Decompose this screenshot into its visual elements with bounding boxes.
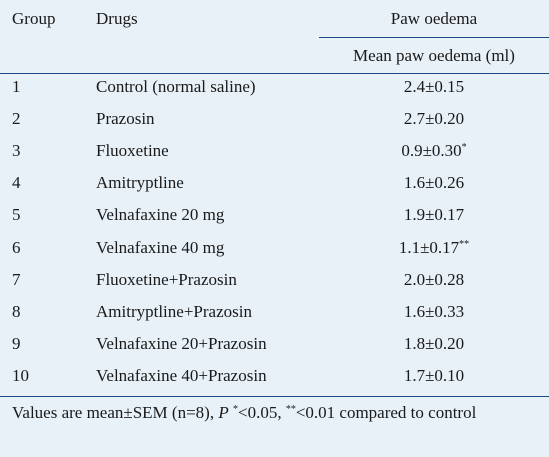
cell-mean-value: 2.0±0.28 <box>319 270 549 290</box>
cell-drug: Velnafaxine 40 mg <box>96 238 225 257</box>
cell-group: 7 <box>12 270 21 289</box>
cell-value-text: 1.9±0.17 <box>403 205 465 224</box>
cell-mean-value: 1.7±0.10 <box>319 366 549 386</box>
cell-drug: Velnafaxine 40+Prazosin <box>96 366 267 385</box>
cell-group: 10 <box>12 366 29 385</box>
cell-value-text: 2.7±0.20 <box>403 109 465 128</box>
cell-value-text: 1.7±0.10 <box>403 366 465 385</box>
cell-mean-value: 1.6±0.33 <box>319 302 549 322</box>
cell-value-text: 2.0±0.28 <box>403 270 465 289</box>
cell-mean-value: 1.1±0.17** <box>319 238 549 258</box>
footnote-text-2: <0.05, <box>237 403 286 422</box>
cell-group: 1 <box>12 77 21 96</box>
cell-group: 8 <box>12 302 21 321</box>
cell-mean-value: 0.9±0.30* <box>319 141 549 161</box>
footnote-p-label: P <box>218 403 229 422</box>
cell-significance-mark: ** <box>459 239 470 250</box>
cell-drug: Velnafaxine 20 mg <box>96 205 225 224</box>
cell-drug: Amitryptline <box>96 173 184 192</box>
cell-group: 3 <box>12 141 21 160</box>
cell-drug: Fluoxetine <box>96 141 169 160</box>
cell-value-text: 1.8±0.20 <box>403 334 465 353</box>
cell-mean-value: 1.6±0.26 <box>319 173 549 193</box>
cell-value-text: 0.9±0.30 <box>401 141 462 160</box>
cell-significance-mark: * <box>461 142 467 153</box>
cell-drug: Velnafaxine 20+Prazosin <box>96 334 267 353</box>
header-sub-rule <box>319 37 549 38</box>
footnote-sig-1: * <box>232 404 238 415</box>
cell-value-text: 1.6±0.26 <box>403 173 465 192</box>
cell-drug: Fluoxetine+Prazosin <box>96 270 237 289</box>
cell-mean-value: 2.4±0.15 <box>319 77 549 97</box>
cell-mean-value: 2.7±0.20 <box>319 109 549 129</box>
cell-group: 2 <box>12 109 21 128</box>
cell-drug: Amitryptline+Prazosin <box>96 302 252 321</box>
cell-value-text: 2.4±0.15 <box>403 77 465 96</box>
header-bottom-rule <box>0 73 549 74</box>
cell-mean-value: 1.8±0.20 <box>319 334 549 354</box>
header-drugs: Drugs <box>96 9 138 28</box>
footnote-sig-2: ** <box>285 404 296 415</box>
header-mean-paw-oedema: Mean paw oedema (ml) <box>353 46 515 65</box>
cell-value-text: 1.1±0.17 <box>398 238 460 257</box>
cell-group: 4 <box>12 173 21 192</box>
cell-mean-value: 1.9±0.17 <box>319 205 549 225</box>
cell-group: 5 <box>12 205 21 224</box>
header-paw-oedema: Paw oedema <box>390 9 478 28</box>
footnote-text-1: Values are mean±SEM (n=8), <box>12 403 219 422</box>
cell-group: 6 <box>12 238 21 257</box>
cell-value-text: 1.6±0.33 <box>403 302 465 321</box>
cell-group: 9 <box>12 334 21 353</box>
cell-drug: Prazosin <box>96 109 155 128</box>
cell-drug: Control (normal saline) <box>96 77 256 96</box>
header-group: Group <box>12 9 56 28</box>
table-bottom-rule <box>0 396 549 397</box>
table-footnote: Values are mean±SEM (n=8), P *<0.05, **<… <box>12 401 542 424</box>
footnote-text-3: <0.01 compared to control <box>295 403 477 422</box>
